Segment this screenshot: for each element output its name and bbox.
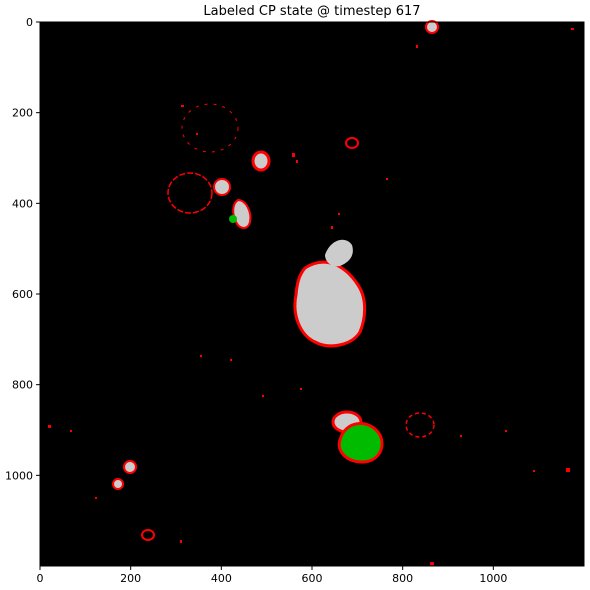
small-cell-2 [213, 178, 231, 196]
large-cell-top-lobe [325, 239, 353, 267]
top-edge-cell [425, 20, 439, 34]
red-ring-left-large [167, 172, 213, 214]
red-ring-right [405, 412, 435, 438]
red-ring-small [345, 137, 359, 149]
small-cell-1 [251, 150, 271, 172]
small-green-cell [229, 215, 237, 223]
small-cell-lower-1 [123, 460, 137, 474]
x-tick-label: 400 [211, 572, 232, 585]
y-tick-label: 600 [12, 288, 33, 301]
red-ring-lower-left [141, 529, 155, 541]
small-cell-lower-2 [112, 478, 124, 490]
x-tick-label: 1000 [479, 572, 507, 585]
small-cell-3 [232, 198, 252, 229]
y-tick-label: 400 [12, 197, 33, 210]
x-tick-label: 800 [392, 572, 413, 585]
y-tick-label: 800 [12, 379, 33, 392]
x-tick-label: 600 [302, 572, 323, 585]
large-cell-body [293, 260, 367, 348]
y-tick-label: 0 [26, 16, 33, 29]
x-tick-label: 0 [37, 572, 44, 585]
y-tick-label: 200 [12, 107, 33, 120]
ticks-layer: 0 200 400 600 800 1000 0 200 400 600 800 1000 [5, 16, 507, 585]
plot-title: Labeled CP state @ timestep 617 [203, 4, 421, 19]
x-tick-label: 200 [120, 572, 141, 585]
red-ring-upper [181, 103, 239, 153]
lower-green-cell [337, 422, 384, 464]
image-content [48, 20, 574, 565]
y-tick-label: 1000 [5, 469, 33, 482]
red-specks [48, 28, 574, 565]
